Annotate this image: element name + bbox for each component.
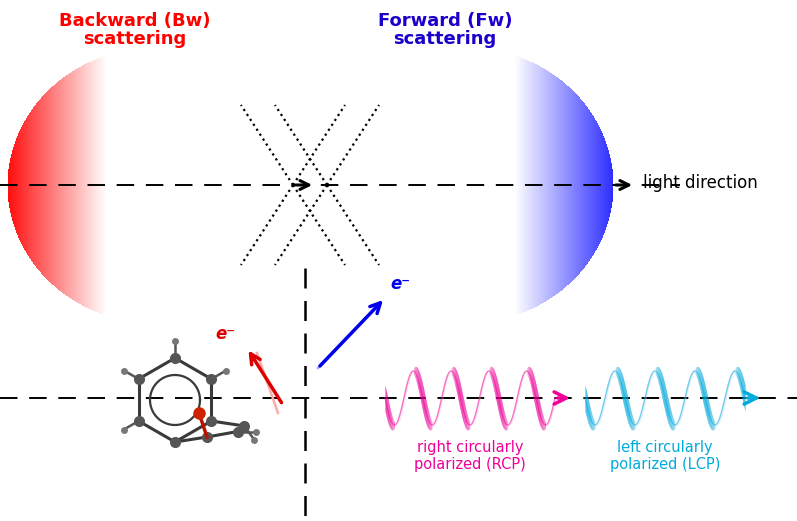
Text: e⁻: e⁻ bbox=[390, 275, 410, 293]
Text: scattering: scattering bbox=[84, 30, 186, 48]
Text: Forward (Fw): Forward (Fw) bbox=[378, 12, 512, 30]
Text: left circularly
polarized (LCP): left circularly polarized (LCP) bbox=[610, 440, 720, 473]
Text: light direction: light direction bbox=[643, 174, 758, 192]
Text: right circularly
polarized (RCP): right circularly polarized (RCP) bbox=[414, 440, 526, 473]
Text: scattering: scattering bbox=[394, 30, 497, 48]
Text: Backward (Bw): Backward (Bw) bbox=[59, 12, 210, 30]
Text: e⁻: e⁻ bbox=[215, 325, 235, 343]
